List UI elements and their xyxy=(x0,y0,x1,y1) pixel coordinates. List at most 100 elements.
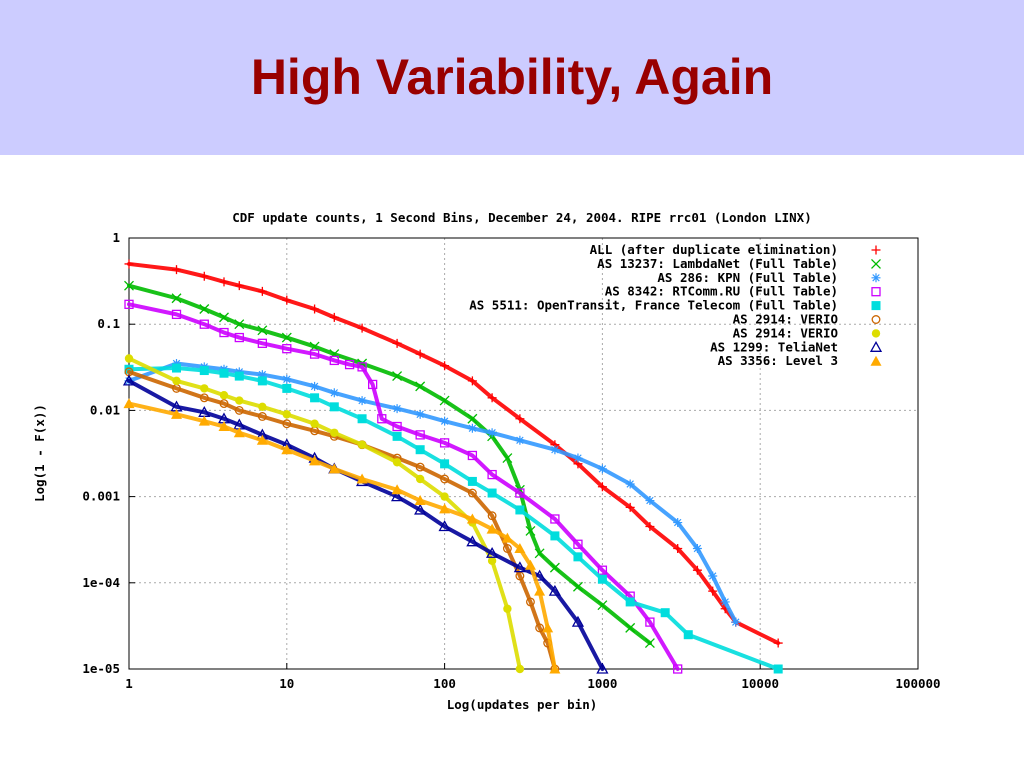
legend-entry: AS 1299: TeliaNet xyxy=(710,339,883,354)
legend-entry: AS 8342: RTComm.RU (Full Table) xyxy=(605,284,881,299)
data-point xyxy=(515,488,525,498)
series-1 xyxy=(124,259,783,648)
legend-label: AS 2914: VERIO xyxy=(733,325,838,340)
data-point xyxy=(122,374,136,386)
data-point xyxy=(124,259,134,269)
data-point xyxy=(257,370,267,380)
data-point xyxy=(708,586,718,596)
data-point xyxy=(199,366,209,376)
data-point xyxy=(440,492,449,501)
data-point xyxy=(234,332,244,343)
data-point xyxy=(467,376,477,386)
legend-marker xyxy=(871,245,881,255)
data-point xyxy=(233,427,245,438)
data-point xyxy=(692,543,702,553)
data-point xyxy=(625,479,635,489)
data-point xyxy=(487,511,497,521)
data-point xyxy=(467,413,478,424)
data-point xyxy=(171,309,182,320)
data-point xyxy=(328,463,340,474)
data-point xyxy=(392,421,402,432)
data-point xyxy=(329,388,339,398)
data-point xyxy=(773,664,783,674)
data-point xyxy=(282,344,292,354)
legend-marker xyxy=(871,301,881,311)
data-point xyxy=(708,571,718,581)
data-point xyxy=(310,304,320,314)
data-point xyxy=(645,617,655,627)
data-point xyxy=(257,338,268,348)
data-point xyxy=(415,409,425,419)
data-point xyxy=(440,416,450,426)
data-point xyxy=(392,458,402,467)
data-point xyxy=(502,453,513,464)
title-banner xyxy=(0,0,1024,155)
data-point xyxy=(673,518,683,528)
data-point xyxy=(597,482,607,492)
data-point xyxy=(172,376,181,386)
data-point xyxy=(645,521,655,531)
data-point xyxy=(533,569,546,581)
data-point xyxy=(466,535,479,547)
data-point xyxy=(330,428,339,437)
data-point xyxy=(123,398,135,409)
series-group xyxy=(122,259,783,674)
data-point xyxy=(310,419,319,428)
data-point xyxy=(549,562,560,573)
series-9 xyxy=(123,398,561,674)
data-point xyxy=(438,520,451,532)
y-tick-label: 0.001 xyxy=(82,489,120,504)
data-point xyxy=(282,295,292,305)
data-point xyxy=(573,539,583,549)
data-point xyxy=(256,434,268,445)
data-point xyxy=(257,376,267,386)
data-point xyxy=(199,393,209,403)
data-point xyxy=(171,408,183,419)
series-2 xyxy=(124,280,655,649)
data-point xyxy=(356,473,368,484)
data-point xyxy=(357,414,367,424)
y-tick-label: 1 xyxy=(112,230,120,245)
data-point xyxy=(357,396,367,406)
data-point xyxy=(329,312,339,322)
legend: ALL (after duplicate elimination)AS 1323… xyxy=(469,242,883,368)
data-point xyxy=(487,556,497,565)
data-point xyxy=(309,455,321,466)
data-point xyxy=(310,381,320,391)
data-point xyxy=(439,438,450,448)
data-point xyxy=(415,462,425,472)
data-point xyxy=(234,405,244,415)
x-tick-label: 10000 xyxy=(741,676,779,691)
legend-entry: AS 13237: LambdaNet (Full Table) xyxy=(597,256,881,271)
series-7 xyxy=(124,354,525,674)
data-point xyxy=(281,332,292,343)
x-tick-label: 1000 xyxy=(587,676,617,691)
data-point xyxy=(282,383,292,393)
data-point xyxy=(625,502,635,512)
legend-marker xyxy=(871,315,881,324)
data-point xyxy=(357,362,367,372)
x-tick-label: 100000 xyxy=(895,676,940,691)
data-point xyxy=(415,381,426,392)
data-point xyxy=(550,445,560,455)
series-3 xyxy=(124,359,741,627)
axis-ticks: 1 10 100 1000 10000 100000 1 0.1 0.01 0.001 1e-04 1… xyxy=(82,230,940,691)
series-6 xyxy=(124,367,560,674)
data-point xyxy=(645,496,655,506)
data-point xyxy=(467,423,477,433)
legend-label: AS 13237: LambdaNet (Full Table) xyxy=(597,256,838,271)
data-point xyxy=(415,474,425,484)
data-point xyxy=(218,421,230,432)
data-point xyxy=(124,280,134,291)
data-point xyxy=(414,495,426,506)
data-point xyxy=(487,488,497,498)
y-axis-label: Log(1 - F(x)) xyxy=(32,404,47,502)
data-point xyxy=(282,374,292,384)
data-point xyxy=(281,444,293,455)
data-point xyxy=(415,349,425,359)
data-point xyxy=(329,349,340,360)
slide-title: High Variability, Again xyxy=(250,49,774,105)
data-point xyxy=(534,548,545,559)
data-point xyxy=(625,622,636,633)
